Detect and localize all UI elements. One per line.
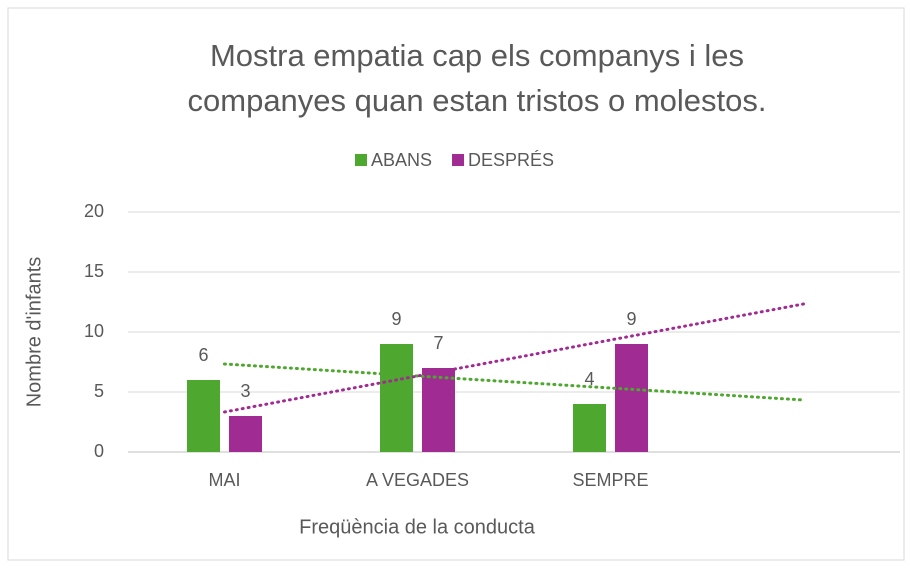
y-tick-label: 10 bbox=[84, 321, 104, 341]
bar bbox=[229, 416, 262, 452]
legend-label: DESPRÉS bbox=[468, 150, 554, 170]
y-tick-label: 15 bbox=[84, 261, 104, 281]
bar bbox=[187, 380, 220, 452]
y-tick-label: 5 bbox=[94, 381, 104, 401]
y-tick-label: 0 bbox=[94, 441, 104, 461]
legend-label: ABANS bbox=[371, 150, 432, 170]
bar bbox=[422, 368, 455, 452]
legend-swatch bbox=[452, 154, 465, 166]
chart-title: companyes quan estan tristos o molestos. bbox=[188, 83, 767, 118]
data-label: 4 bbox=[584, 369, 594, 389]
chart-border bbox=[7, 7, 905, 561]
data-label: 6 bbox=[198, 345, 208, 365]
y-axis-title: Nombre d'infants bbox=[23, 257, 45, 408]
trendline bbox=[223, 362, 805, 402]
chart-title: Mostra empatia cap els companys i les bbox=[210, 38, 744, 73]
x-tick-label: MAI bbox=[208, 470, 240, 490]
x-tick-label: SEMPRE bbox=[572, 470, 648, 490]
trendline bbox=[223, 302, 805, 414]
data-label: 9 bbox=[626, 309, 636, 329]
data-label: 7 bbox=[433, 333, 443, 353]
data-label: 9 bbox=[391, 309, 401, 329]
x-tick-label: A VEGADES bbox=[366, 470, 469, 490]
x-axis-title: Freqüència de la conducta bbox=[299, 516, 536, 538]
bar bbox=[380, 344, 413, 452]
y-tick-label: 20 bbox=[84, 201, 104, 221]
bar bbox=[615, 344, 648, 452]
bar bbox=[573, 404, 606, 452]
legend-swatch bbox=[355, 154, 367, 166]
data-label: 3 bbox=[240, 381, 250, 401]
